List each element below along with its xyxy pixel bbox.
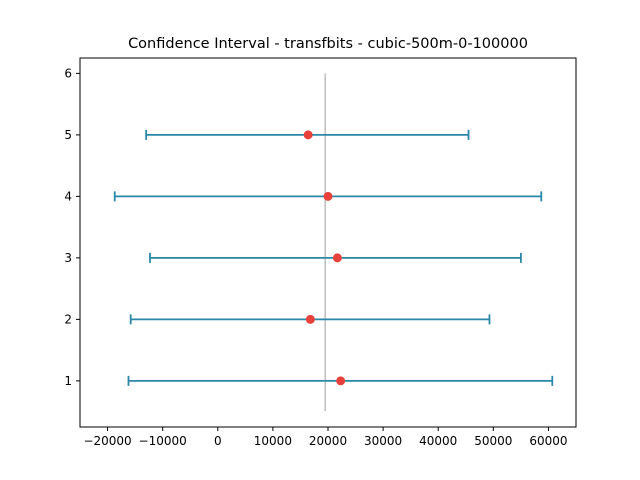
x-tick-label: −10000 [139, 434, 187, 448]
chart-marks [113, 73, 554, 411]
mean-point-2 [305, 314, 315, 324]
y-tick-label: 1 [64, 374, 72, 388]
plot-frame [79, 57, 577, 428]
y-tick-label: 6 [64, 66, 72, 80]
y-tick-label: 4 [64, 189, 72, 203]
mean-point-4 [323, 191, 333, 201]
x-tick-label: 40000 [419, 434, 457, 448]
x-tick-label: −20000 [83, 434, 131, 448]
chart-axes: −20000 −10000 0 10000 20000 30000 40000 50000 60… [64, 66, 567, 448]
mean-point-3 [332, 253, 342, 263]
x-tick-label: 50000 [474, 434, 512, 448]
mean-point-5 [303, 130, 313, 140]
y-tick-label: 2 [64, 312, 72, 326]
y-tick-label: 5 [64, 128, 72, 142]
chart-title: Confidence Interval - transfbits - cubic… [128, 36, 528, 52]
x-tick-label: 10000 [254, 434, 292, 448]
mean-point-1 [336, 376, 346, 386]
x-tick-label: 60000 [529, 434, 567, 448]
x-tick-label: 20000 [309, 434, 347, 448]
y-tick-label: 3 [64, 251, 72, 265]
x-tick-label: 30000 [364, 434, 402, 448]
x-tick-label: 0 [214, 434, 222, 448]
